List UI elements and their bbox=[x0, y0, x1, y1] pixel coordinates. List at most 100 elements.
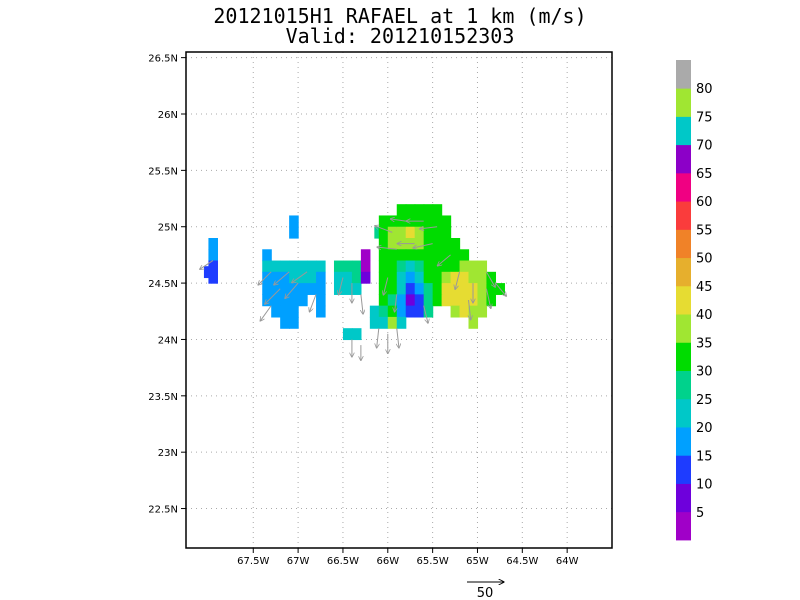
data-cell bbox=[262, 283, 272, 295]
y-tick-label: 25N bbox=[158, 223, 178, 234]
data-cell bbox=[396, 215, 407, 228]
y-tick-label: 23.5N bbox=[148, 392, 178, 403]
data-cell bbox=[262, 249, 272, 262]
data-cell bbox=[333, 271, 344, 284]
data-cell bbox=[289, 316, 299, 329]
data-cell bbox=[423, 204, 434, 217]
data-cell bbox=[333, 260, 344, 273]
data-cell bbox=[396, 294, 407, 307]
data-cell bbox=[432, 238, 443, 250]
data-cell bbox=[450, 271, 461, 284]
data-cell bbox=[271, 283, 281, 295]
data-cell bbox=[396, 283, 407, 295]
colorbar-label: 35 bbox=[696, 336, 713, 351]
wind-vectors bbox=[200, 219, 507, 361]
data-cell bbox=[280, 294, 290, 307]
data-cell bbox=[432, 294, 443, 307]
colorbar-swatch bbox=[676, 285, 691, 315]
data-cell bbox=[289, 260, 299, 273]
data-cell bbox=[378, 238, 389, 250]
wind-arrow bbox=[274, 271, 290, 285]
data-cell bbox=[459, 283, 470, 295]
data-cell bbox=[387, 215, 398, 228]
wind-arrow bbox=[397, 328, 399, 348]
wind-arrow bbox=[265, 288, 281, 304]
data-cell bbox=[351, 328, 362, 341]
x-tick-label: 66W bbox=[376, 556, 399, 567]
data-cell bbox=[423, 271, 434, 284]
data-cell bbox=[423, 249, 434, 262]
data-cell bbox=[477, 260, 488, 273]
data-cell bbox=[477, 271, 488, 284]
data-cell bbox=[405, 305, 416, 318]
wind-arrow bbox=[377, 328, 379, 348]
wind-arrow bbox=[395, 294, 397, 312]
data-cell bbox=[316, 305, 326, 318]
data-cell bbox=[450, 238, 461, 250]
data-cell bbox=[378, 305, 389, 318]
data-cell bbox=[307, 271, 317, 284]
data-cell bbox=[289, 305, 299, 318]
data-cell bbox=[432, 271, 443, 284]
data-cell bbox=[262, 294, 272, 307]
wind-arrow bbox=[485, 288, 490, 309]
x-tick-label: 64W bbox=[556, 556, 579, 567]
data-cell bbox=[369, 305, 380, 318]
data-cell bbox=[342, 328, 353, 341]
colorbar-swatch bbox=[676, 511, 691, 541]
data-cell bbox=[351, 260, 362, 273]
data-cell bbox=[203, 266, 214, 279]
colorbar-swatch bbox=[676, 88, 691, 117]
y-tick-label: 25.5N bbox=[148, 166, 178, 177]
data-cell bbox=[351, 271, 362, 284]
colorbar-swatch bbox=[676, 257, 691, 287]
data-cell bbox=[280, 305, 290, 318]
data-cell bbox=[441, 249, 452, 262]
wind-arrow bbox=[200, 260, 214, 270]
data-cell bbox=[271, 305, 281, 318]
data-cell bbox=[423, 305, 434, 318]
wind-arrow bbox=[486, 271, 495, 287]
colorbar-label: 55 bbox=[696, 223, 713, 238]
data-cell bbox=[262, 260, 272, 273]
data-cell bbox=[414, 204, 425, 217]
data-cell bbox=[208, 249, 218, 262]
data-cell bbox=[316, 283, 326, 295]
reference-vector-label: 50 bbox=[477, 586, 494, 600]
data-cell bbox=[405, 271, 416, 284]
x-tick-label: 67W bbox=[287, 556, 310, 567]
data-cell bbox=[450, 260, 461, 273]
data-cell bbox=[280, 283, 290, 295]
data-cell bbox=[262, 271, 272, 284]
data-cell bbox=[387, 294, 398, 307]
x-tick-label: 65W bbox=[466, 556, 489, 567]
data-cell bbox=[423, 283, 434, 295]
data-cell bbox=[351, 283, 362, 295]
colorbar-label: 15 bbox=[696, 449, 713, 464]
colorbar-label: 5 bbox=[696, 506, 704, 521]
colorbar-swatch bbox=[676, 370, 691, 400]
y-tick-label: 24N bbox=[158, 335, 178, 346]
data-cell bbox=[441, 294, 452, 307]
data-cell bbox=[405, 226, 416, 239]
x-tick-label: 67.5W bbox=[237, 556, 269, 567]
data-cell bbox=[378, 316, 389, 329]
wind-arrow bbox=[383, 277, 389, 295]
plot-frame bbox=[185, 51, 613, 549]
data-cell bbox=[289, 271, 299, 284]
colorbar-label: 30 bbox=[696, 365, 713, 380]
data-cell bbox=[441, 238, 452, 250]
data-cell bbox=[405, 294, 416, 307]
data-cell bbox=[423, 294, 434, 307]
data-cell bbox=[316, 271, 326, 284]
colorbar-swatch bbox=[676, 116, 691, 146]
y-tick-label: 24.5N bbox=[148, 279, 178, 290]
data-cell bbox=[396, 226, 407, 239]
data-cell bbox=[378, 215, 389, 228]
data-cell bbox=[432, 204, 443, 217]
data-cell bbox=[387, 283, 398, 295]
data-cell bbox=[450, 294, 461, 307]
data-cell bbox=[459, 305, 470, 318]
data-cell bbox=[369, 316, 380, 329]
data-cell bbox=[459, 249, 470, 262]
